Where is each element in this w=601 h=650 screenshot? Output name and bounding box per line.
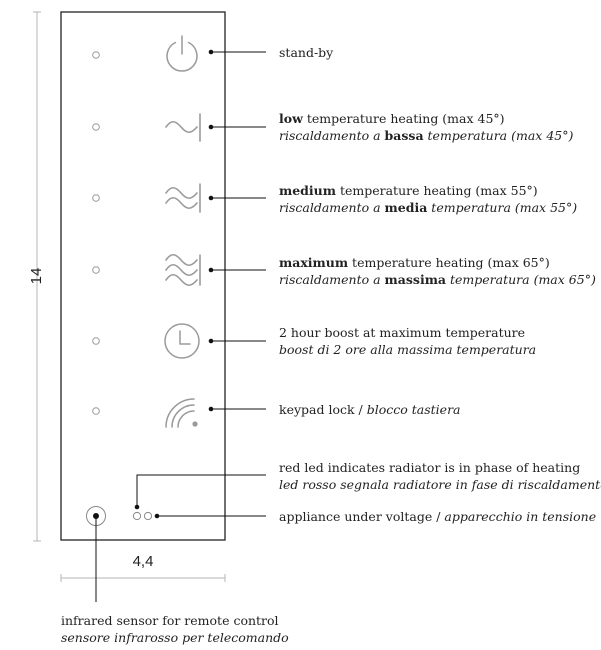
heating-led-label: red led indicates radiator is in phase o…	[279, 459, 601, 493]
keypad-lock-leader-dot	[208, 406, 214, 412]
low-temp-leader-dot	[208, 124, 214, 130]
maximum-temp-label-it: riscaldamento a massima temperatura (max…	[279, 271, 596, 288]
heating-led-leader-dot	[134, 504, 140, 510]
infrared-sensor-label: infrared sensor for remote control senso…	[61, 612, 289, 646]
low-temp-label-it: riscaldamento a bassa temperatura (max 4…	[279, 127, 573, 144]
low-temp-keyword-it: bassa	[384, 128, 424, 143]
voltage-label-en: appliance under voltage /	[279, 509, 445, 524]
maximum-temp-label: maximum temperature heating (max 65°) ri…	[279, 254, 596, 288]
low-temp-label-en-rest: temperature heating (max 45°)	[302, 111, 505, 126]
standby-leader-dot	[208, 49, 214, 55]
width-dimension-label: 4,4	[133, 553, 154, 570]
standby-led	[92, 51, 100, 59]
medium-temp-label: medium temperature heating (max 55°) ris…	[279, 182, 577, 216]
clock-icon[interactable]	[164, 323, 200, 359]
boost-label-it-text: boost di 2 ore alla massima temperatura	[279, 342, 537, 357]
infrared-sensor-label-it: sensore infrarosso per telecomando	[61, 629, 289, 646]
low-temp-label: low temperature heating (max 45°) riscal…	[279, 110, 573, 144]
power-icon[interactable]	[166, 35, 198, 72]
heating-led-label-it: led rosso segnala radiatore in fase di r…	[279, 476, 601, 493]
medium-temp-label-it-pre: riscaldamento a	[279, 200, 385, 215]
low-heat-wave-icon[interactable]	[165, 113, 201, 142]
heating-led-label-en: red led indicates radiator is in phase o…	[279, 460, 581, 475]
low-temp-keyword: low	[279, 111, 303, 126]
low-temp-label-it-pre: riscaldamento a	[279, 128, 385, 143]
voltage-label-it: apparecchio in tensione	[444, 509, 597, 524]
heating-led-leader-line	[136, 474, 266, 507]
keypad-lock-label-it: blocco tastiera	[366, 402, 461, 417]
heating-led-label-it-text: led rosso segnala radiatore in fase di r…	[279, 477, 601, 492]
maximum-temp-keyword: maximum	[279, 255, 349, 270]
standby-label: stand-by	[279, 44, 333, 61]
red-heating-led	[132, 511, 142, 521]
voltage-led	[143, 511, 153, 521]
voltage-leader-dot	[154, 513, 160, 519]
medium-temp-label-en: medium temperature heating (max 55°)	[279, 182, 577, 199]
height-dimension-line	[33, 11, 41, 542]
maximum-temp-label-en-rest: temperature heating (max 65°)	[348, 255, 550, 270]
keypad-lock-label-en: keypad lock /	[279, 402, 367, 417]
medium-temp-led	[92, 194, 100, 202]
boost-label: 2 hour boost at maximum temperature boos…	[279, 324, 536, 358]
boost-label-en: 2 hour boost at maximum temperature	[279, 325, 526, 340]
low-temp-label-it-post: temperatura (max 45°)	[423, 128, 574, 143]
medium-temp-leader-dot	[208, 195, 214, 201]
maximum-heat-wave-icon[interactable]	[165, 253, 201, 287]
maximum-temp-keyword-it: massima	[384, 272, 447, 287]
boost-leader-dot	[208, 338, 214, 344]
voltage-label: appliance under voltage / apparecchio in…	[279, 508, 596, 525]
device-panel	[60, 11, 226, 541]
maximum-temp-led	[92, 266, 100, 274]
medium-temp-label-en-rest: temperature heating (max 55°)	[335, 183, 538, 198]
keypad-lock-label: keypad lock / blocco tastiera	[279, 401, 461, 418]
maximum-temp-label-en: maximum temperature heating (max 65°)	[279, 254, 596, 271]
medium-temp-keyword: medium	[279, 183, 336, 198]
standby-label-text: stand-by	[279, 45, 334, 60]
medium-heat-wave-icon[interactable]	[165, 183, 201, 213]
boost-led	[92, 337, 100, 345]
infrared-sensor-label-it-text: sensore infrarosso per telecomando	[61, 630, 289, 645]
keypad-lock-led	[92, 407, 100, 415]
keypad-lock-icon[interactable]	[165, 398, 198, 428]
medium-temp-label-it-post: temperatura (max 55°)	[427, 200, 578, 215]
medium-temp-keyword-it: media	[384, 200, 428, 215]
width-dimension-line	[60, 574, 226, 582]
maximum-temp-label-it-pre: riscaldamento a	[279, 272, 385, 287]
infrared-sensor-label-en: infrared sensor for remote control	[61, 613, 279, 628]
low-temp-label-en: low temperature heating (max 45°)	[279, 110, 573, 127]
low-temp-led	[92, 123, 100, 131]
boost-label-it: boost di 2 ore alla massima temperatura	[279, 341, 536, 358]
maximum-temp-leader-dot	[208, 267, 214, 273]
height-dimension-label: 14	[28, 268, 45, 285]
maximum-temp-label-it-post: temperatura (max 65°)	[446, 272, 596, 287]
medium-temp-label-it: riscaldamento a media temperatura (max 5…	[279, 199, 577, 216]
